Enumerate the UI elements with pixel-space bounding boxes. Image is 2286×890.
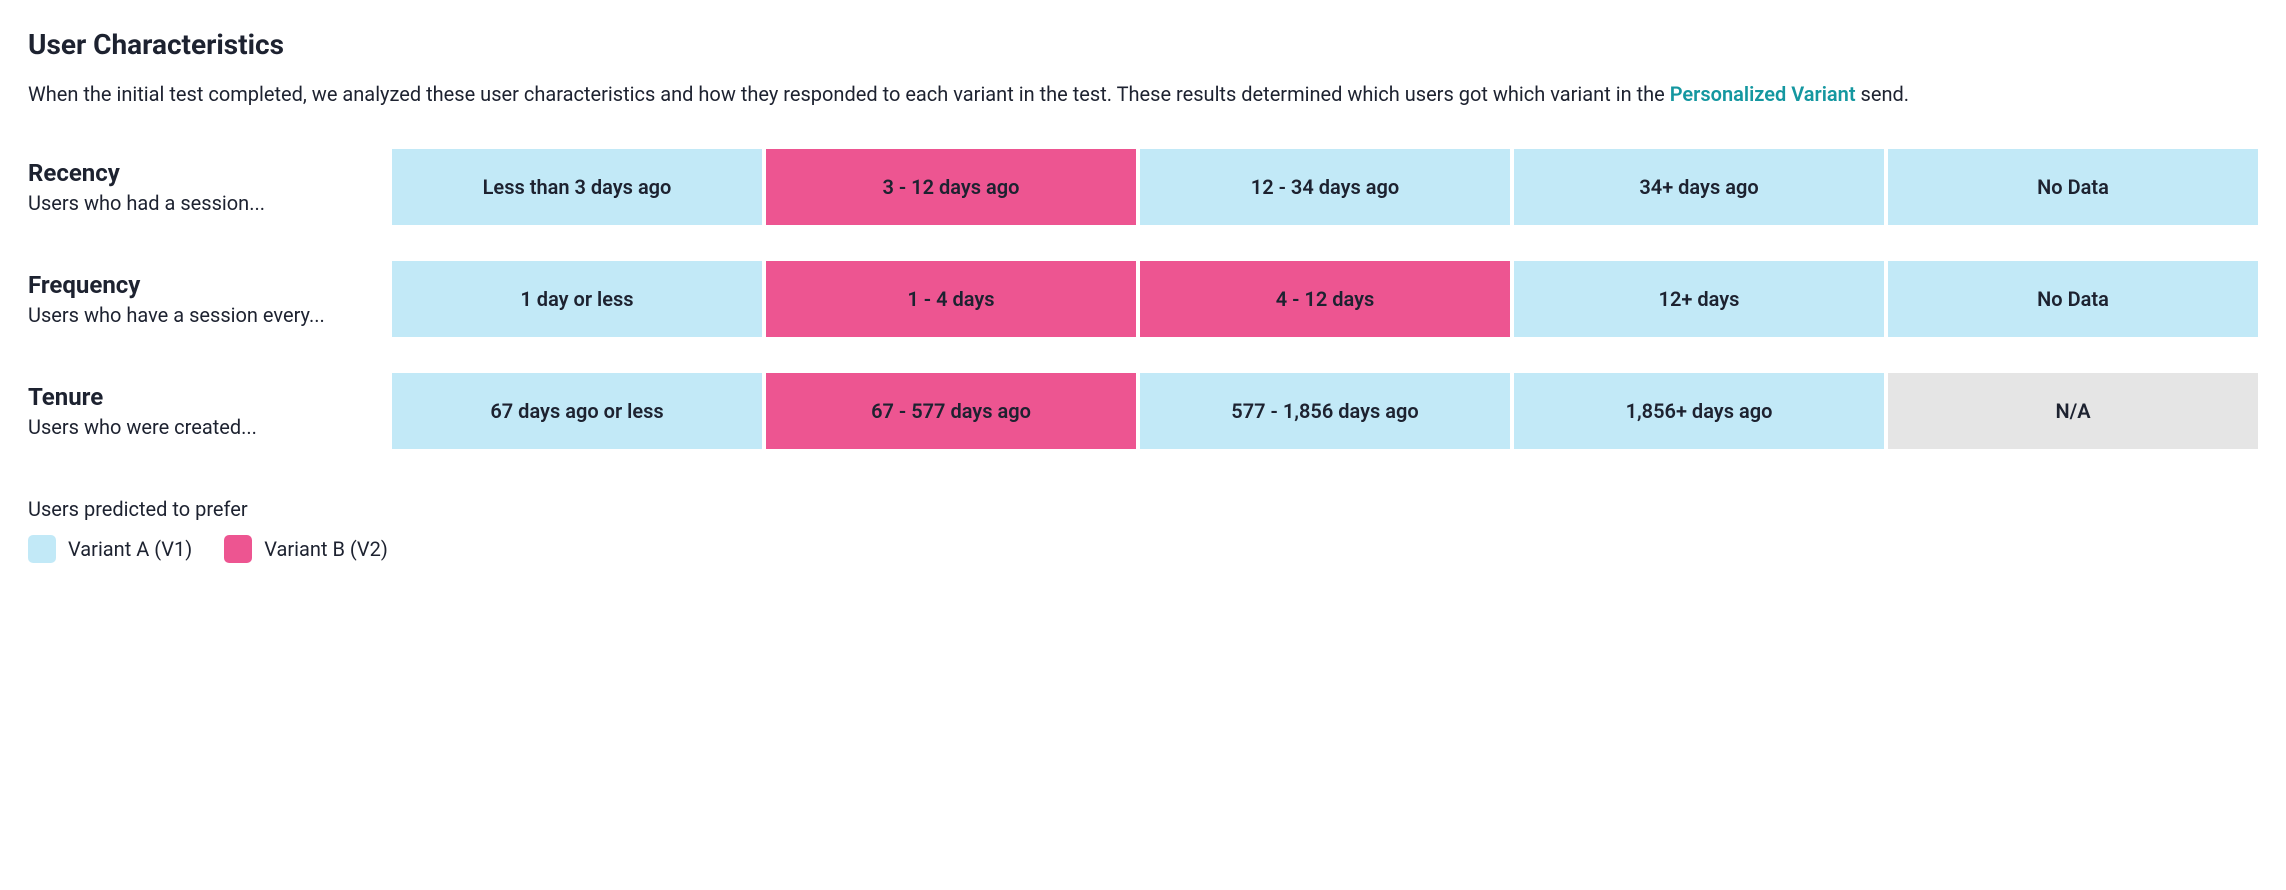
legend-item: Variant A (V1) [28, 535, 192, 563]
legend-items: Variant A (V1) Variant B (V2) [28, 535, 2258, 563]
characteristic-cell: 1 day or less [392, 261, 762, 337]
section-title: User Characteristics [28, 28, 2258, 61]
characteristic-title: Recency [28, 159, 372, 187]
characteristic-cell: N/A [1888, 373, 2258, 449]
characteristic-subtitle: Users who have a session every... [28, 303, 372, 327]
personalized-variant-link[interactable]: Personalized Variant [1670, 82, 1856, 106]
characteristic-title: Tenure [28, 383, 372, 411]
characteristic-cells: 67 days ago or less67 - 577 days ago577 … [392, 373, 2258, 449]
characteristic-label: Frequency Users who have a session every.… [28, 261, 392, 337]
characteristic-label: Recency Users who had a session... [28, 149, 392, 225]
characteristic-cell: 1,856+ days ago [1514, 373, 1884, 449]
characteristic-cell: 4 - 12 days [1140, 261, 1510, 337]
legend-title: Users predicted to prefer [28, 497, 2258, 521]
legend-item: Variant B (V2) [224, 535, 388, 563]
characteristic-label: Tenure Users who were created... [28, 373, 392, 449]
legend-label: Variant B (V2) [264, 537, 388, 561]
characteristic-subtitle: Users who were created... [28, 415, 372, 439]
characteristic-cell: No Data [1888, 149, 2258, 225]
characteristic-row: Frequency Users who have a session every.… [28, 261, 2258, 337]
characteristic-cell: 577 - 1,856 days ago [1140, 373, 1510, 449]
characteristic-row: Recency Users who had a session... Less th… [28, 149, 2258, 225]
section-description: When the initial test completed, we anal… [28, 79, 2258, 109]
legend-section: Users predicted to prefer Variant A (V1)… [28, 497, 2258, 563]
characteristic-cells: Less than 3 days ago3 - 12 days ago12 - … [392, 149, 2258, 225]
characteristic-subtitle: Users who had a session... [28, 191, 372, 215]
characteristic-cell: 34+ days ago [1514, 149, 1884, 225]
characteristic-cells: 1 day or less1 - 4 days4 - 12 days12+ da… [392, 261, 2258, 337]
characteristics-table: Recency Users who had a session... Less th… [28, 149, 2258, 449]
characteristic-cell: Less than 3 days ago [392, 149, 762, 225]
characteristic-cell: 12+ days [1514, 261, 1884, 337]
characteristic-cell: 67 days ago or less [392, 373, 762, 449]
characteristic-cell: 12 - 34 days ago [1140, 149, 1510, 225]
characteristic-title: Frequency [28, 271, 372, 299]
description-post: send. [1861, 82, 1910, 106]
description-pre: When the initial test completed, we anal… [28, 82, 1670, 106]
legend-label: Variant A (V1) [68, 537, 192, 561]
characteristic-cell: 67 - 577 days ago [766, 373, 1136, 449]
characteristic-cell: 1 - 4 days [766, 261, 1136, 337]
characteristic-cell: No Data [1888, 261, 2258, 337]
legend-swatch [224, 535, 252, 563]
legend-swatch [28, 535, 56, 563]
characteristic-row: Tenure Users who were created... 67 days a… [28, 373, 2258, 449]
characteristic-cell: 3 - 12 days ago [766, 149, 1136, 225]
